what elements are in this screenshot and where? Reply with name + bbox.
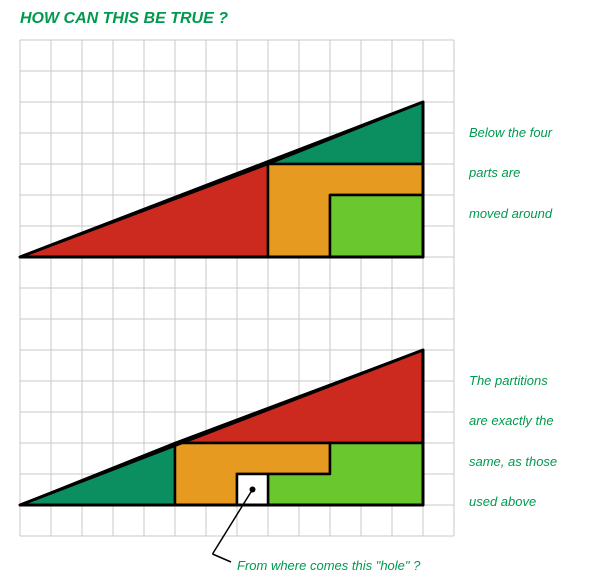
leader-line-2 [213, 554, 232, 562]
top-lightgreen-block [330, 195, 423, 257]
diagram-svg [0, 0, 605, 581]
stage: HOW CAN THIS BE TRUE ? Below the four pa… [0, 0, 605, 581]
